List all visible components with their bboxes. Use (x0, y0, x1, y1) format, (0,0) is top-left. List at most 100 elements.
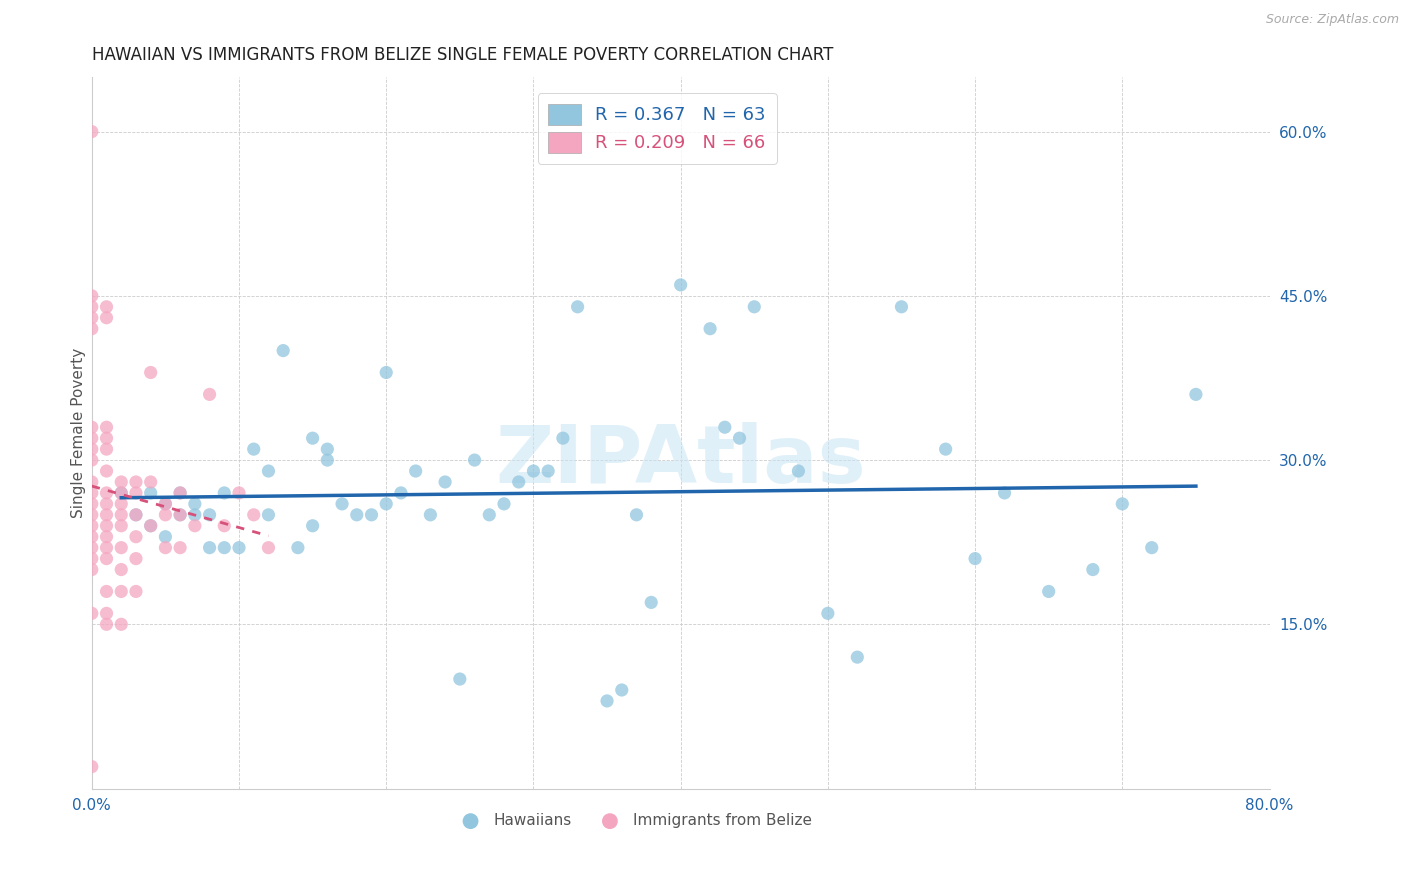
Point (80, 310, 103, 325)
Point (125, 508, 148, 522)
Point (110, 541, 132, 555)
Point (96, 431, 118, 445)
Point (257, 464, 280, 478)
Point (80, 289, 103, 303)
Point (596, 694, 619, 708)
Point (375, 366, 398, 380)
Point (96, 442, 118, 457)
Legend: Hawaiians, Immigrants from Belize: Hawaiians, Immigrants from Belize (449, 807, 818, 834)
Point (669, 277, 692, 292)
Text: ZIPAtlas: ZIPAtlas (495, 422, 866, 500)
Point (80, 508, 103, 522)
Point (375, 497, 398, 511)
Point (80, 497, 103, 511)
Point (434, 475, 457, 489)
Point (155, 508, 177, 522)
Point (478, 508, 501, 522)
Point (96, 518, 118, 533)
Point (508, 475, 530, 489)
Point (228, 486, 250, 500)
Point (155, 530, 177, 544)
Point (110, 475, 132, 489)
Point (257, 541, 280, 555)
Point (139, 486, 162, 500)
Point (301, 431, 323, 445)
Point (80, 530, 103, 544)
Point (935, 442, 957, 457)
Point (125, 584, 148, 599)
Point (96, 420, 118, 434)
Point (316, 453, 339, 467)
Point (125, 475, 148, 489)
Point (80, 475, 103, 489)
Point (80, 486, 103, 500)
Point (96, 541, 118, 555)
Point (125, 551, 148, 566)
Point (96, 617, 118, 632)
Point (699, 321, 721, 335)
Point (346, 508, 368, 522)
Point (1140, 541, 1163, 555)
Point (80, 125, 103, 139)
Point (125, 530, 148, 544)
Point (640, 595, 662, 609)
Point (110, 584, 132, 599)
Point (551, 431, 574, 445)
Point (449, 672, 471, 686)
Point (464, 453, 486, 467)
Text: HAWAIIAN VS IMMIGRANTS FROM BELIZE SINGLE FEMALE POVERTY CORRELATION CHART: HAWAIIAN VS IMMIGRANTS FROM BELIZE SINGL… (91, 46, 834, 64)
Point (360, 508, 382, 522)
Point (169, 508, 191, 522)
Point (125, 508, 148, 522)
Point (155, 497, 177, 511)
Point (316, 442, 339, 457)
Point (330, 497, 353, 511)
Point (96, 607, 118, 621)
Point (242, 442, 264, 457)
Point (80, 607, 103, 621)
Point (301, 518, 323, 533)
Point (139, 518, 162, 533)
Point (80, 563, 103, 577)
Point (389, 486, 412, 500)
Point (80, 551, 103, 566)
Point (271, 343, 294, 358)
Point (110, 563, 132, 577)
Point (1111, 497, 1133, 511)
Point (169, 508, 191, 522)
Point (139, 518, 162, 533)
Point (80, 300, 103, 314)
Point (80, 453, 103, 467)
Point (80, 541, 103, 555)
Point (257, 508, 280, 522)
Point (714, 420, 737, 434)
Point (228, 541, 250, 555)
Point (96, 530, 118, 544)
Point (890, 300, 912, 314)
Point (96, 551, 118, 566)
Point (567, 300, 589, 314)
Point (96, 464, 118, 478)
Point (80, 420, 103, 434)
Point (214, 486, 236, 500)
Point (139, 475, 162, 489)
Point (846, 650, 869, 665)
Point (80, 321, 103, 335)
Point (110, 508, 132, 522)
Point (184, 508, 207, 522)
Point (198, 541, 221, 555)
Point (214, 541, 236, 555)
Point (110, 486, 132, 500)
Point (419, 508, 441, 522)
Point (817, 607, 839, 621)
Point (169, 541, 191, 555)
Point (965, 551, 987, 566)
Point (96, 497, 118, 511)
Point (96, 310, 118, 325)
Point (155, 541, 177, 555)
Point (184, 497, 207, 511)
Point (492, 497, 515, 511)
Point (1038, 584, 1060, 599)
Point (80, 518, 103, 533)
Point (198, 387, 221, 401)
